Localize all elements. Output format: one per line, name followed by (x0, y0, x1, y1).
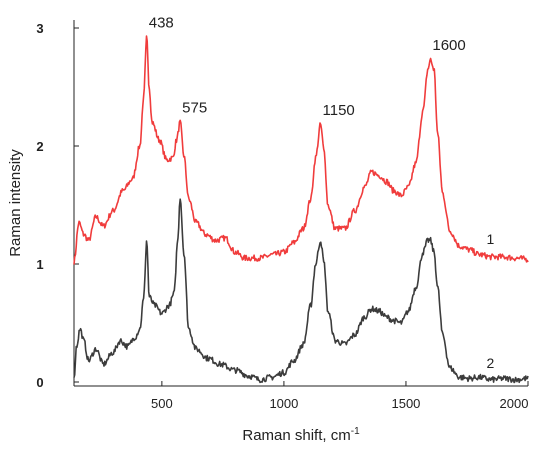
series-labels: 12 (487, 231, 495, 371)
y-axis-title: Raman intensity (7, 149, 24, 257)
y-tick-label: 1 (36, 257, 43, 272)
spectrum-line-2 (73, 198, 529, 384)
spectrum-line-1 (73, 35, 529, 265)
x-axis-title-text: Raman shift, cm (242, 427, 350, 444)
peak-label: 575 (182, 99, 207, 116)
peak-label: 1600 (432, 37, 465, 54)
peak-label: 438 (149, 14, 174, 31)
series-label: 1 (487, 231, 495, 247)
x-tick-label: 500 (151, 396, 173, 411)
series-label: 2 (487, 355, 495, 371)
x-axis-title: Raman shift, cm-1 (242, 426, 360, 444)
y-tick-label: 2 (36, 139, 43, 154)
peak-annotations: 438 575 1150 1600 (149, 14, 466, 118)
x-ticks: 500 1000 1500 2000 (151, 381, 529, 411)
x-tick-label: 2000 (500, 396, 529, 411)
x-axis-title-superscript: -1 (351, 426, 360, 437)
y-axis: 0 1 2 3 (36, 20, 79, 390)
series-group (73, 35, 529, 384)
y-ticks: 0 1 2 3 (36, 21, 79, 390)
y-tick-label: 0 (36, 375, 43, 390)
x-tick-label: 1000 (269, 396, 298, 411)
x-axis: 500 1000 1500 2000 (74, 381, 529, 411)
x-tick-label: 1500 (391, 396, 420, 411)
peak-label: 1150 (323, 102, 355, 119)
y-tick-label: 3 (36, 21, 43, 36)
